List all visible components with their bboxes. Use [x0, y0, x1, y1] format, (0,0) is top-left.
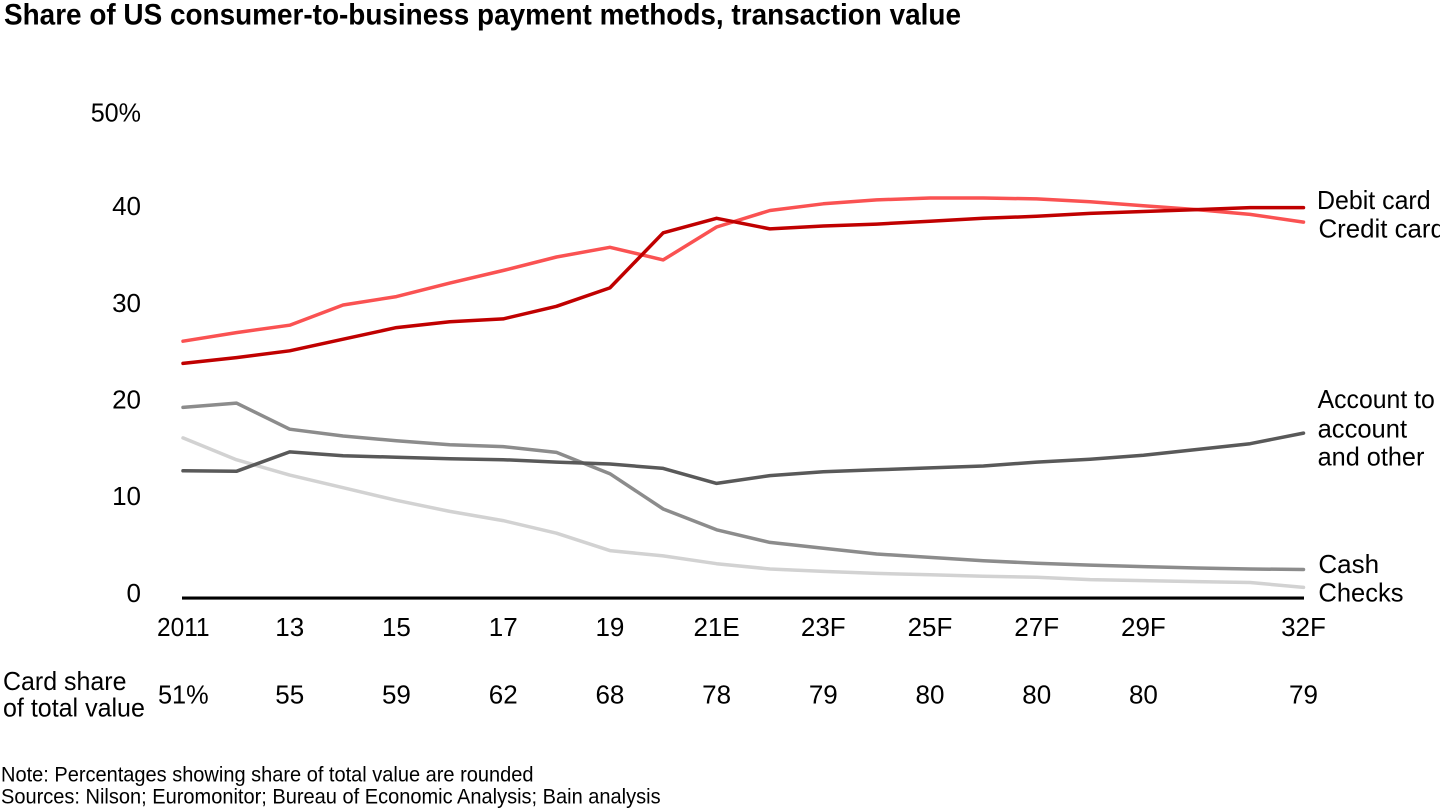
svg-text:15: 15 — [382, 612, 411, 642]
svg-text:40: 40 — [112, 191, 141, 221]
svg-text:Checks: Checks — [1318, 578, 1403, 608]
svg-text:20: 20 — [112, 384, 141, 414]
svg-text:and other: and other — [1318, 442, 1425, 472]
svg-text:80: 80 — [916, 680, 945, 710]
svg-text:19: 19 — [595, 612, 624, 642]
svg-text:account: account — [1318, 414, 1408, 444]
svg-text:Card share: Card share — [3, 666, 127, 696]
svg-text:27F: 27F — [1014, 612, 1059, 642]
svg-text:68: 68 — [595, 680, 624, 710]
svg-text:17: 17 — [489, 612, 518, 642]
svg-text:25F: 25F — [908, 612, 953, 642]
svg-text:13: 13 — [275, 612, 304, 642]
svg-text:79: 79 — [1289, 680, 1318, 710]
svg-text:62: 62 — [489, 680, 518, 710]
svg-text:29F: 29F — [1121, 612, 1166, 642]
svg-text:0: 0 — [127, 578, 141, 608]
svg-text:Credit card: Credit card — [1319, 213, 1440, 243]
svg-text:21E: 21E — [693, 612, 739, 642]
svg-text:30: 30 — [112, 288, 141, 318]
svg-text:79: 79 — [809, 680, 838, 710]
svg-text:Share of US consumer-to-busine: Share of US consumer-to-business payment… — [4, 0, 961, 32]
svg-text:51%: 51% — [158, 680, 209, 710]
svg-text:Account to: Account to — [1318, 384, 1435, 414]
svg-text:23F: 23F — [801, 612, 846, 642]
svg-text:78: 78 — [702, 680, 731, 710]
svg-text:32F: 32F — [1281, 612, 1326, 642]
svg-text:80: 80 — [1129, 680, 1158, 710]
svg-text:Cash: Cash — [1318, 549, 1379, 579]
svg-text:of total value: of total value — [3, 692, 145, 722]
svg-text:55: 55 — [275, 680, 304, 710]
svg-text:59: 59 — [382, 680, 411, 710]
svg-text:80: 80 — [1022, 680, 1051, 710]
svg-text:Note: Percentages showing shar: Note: Percentages showing share of total… — [1, 763, 534, 786]
svg-text:Sources: Nilson; Euromonitor;: Sources: Nilson; Euromonitor; Bureau of … — [1, 786, 661, 809]
svg-text:50%: 50% — [91, 98, 141, 128]
svg-text:10: 10 — [112, 481, 141, 511]
svg-text:Debit card: Debit card — [1317, 185, 1431, 215]
svg-text:2011: 2011 — [157, 612, 210, 642]
